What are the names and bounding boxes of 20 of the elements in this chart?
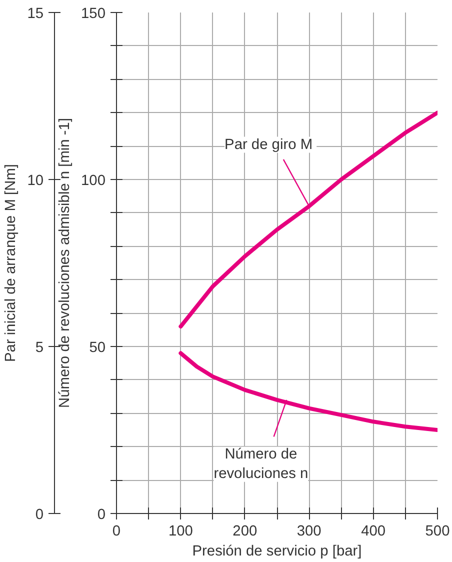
y2-tick-label: 15 xyxy=(27,6,44,22)
x-tick-label: 100 xyxy=(168,524,193,540)
y-axis-title: Número de revoluciones admisible n [min -1] xyxy=(57,118,74,408)
annotation: Par de giro M xyxy=(224,136,313,153)
y2-tick-label: 0 xyxy=(35,507,44,523)
x-tick-label: 500 xyxy=(425,524,450,540)
y-tick-label: 0 xyxy=(97,507,106,523)
y2-tick-label: 5 xyxy=(35,340,44,356)
x-tick-label: 0 xyxy=(112,524,121,540)
x-tick-label: 400 xyxy=(361,524,386,540)
annotation: Número de revoluciones n xyxy=(214,446,308,482)
x-tick-label: 300 xyxy=(296,524,322,540)
y2-tick-label: 10 xyxy=(27,173,44,189)
y-tick-label: 150 xyxy=(81,6,106,22)
y-tick-label: 100 xyxy=(81,173,106,189)
y-tick-label: 50 xyxy=(89,340,106,356)
y2-axis-title: Par inicial de arranque M [Nm] xyxy=(3,164,20,362)
line-series xyxy=(178,110,438,328)
x-tick-label: 200 xyxy=(232,524,258,540)
x-axis-title: Presión de servicio p [bar] xyxy=(192,544,362,560)
